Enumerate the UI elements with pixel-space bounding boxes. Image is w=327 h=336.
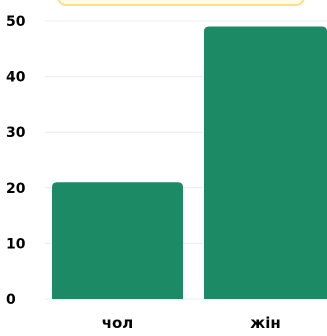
- y-axis-ticks: 0 10 20 30 40 50: [6, 14, 26, 308]
- y-tick-label: 20: [6, 181, 26, 197]
- bars: [52, 26, 327, 300]
- x-category-label: жін: [250, 314, 280, 332]
- y-tick-label: 30: [6, 125, 26, 141]
- x-category-label: чол: [102, 314, 134, 332]
- y-tick-label: 40: [6, 70, 26, 86]
- x-axis-labels: чол жін: [102, 314, 281, 332]
- bar-chol: [52, 182, 183, 299]
- bar-zhin: [204, 26, 327, 300]
- y-tick-label: 50: [6, 14, 26, 30]
- top-banner: [57, 0, 305, 6]
- y-tick-label: 0: [6, 292, 16, 308]
- y-tick-label: 10: [6, 236, 26, 252]
